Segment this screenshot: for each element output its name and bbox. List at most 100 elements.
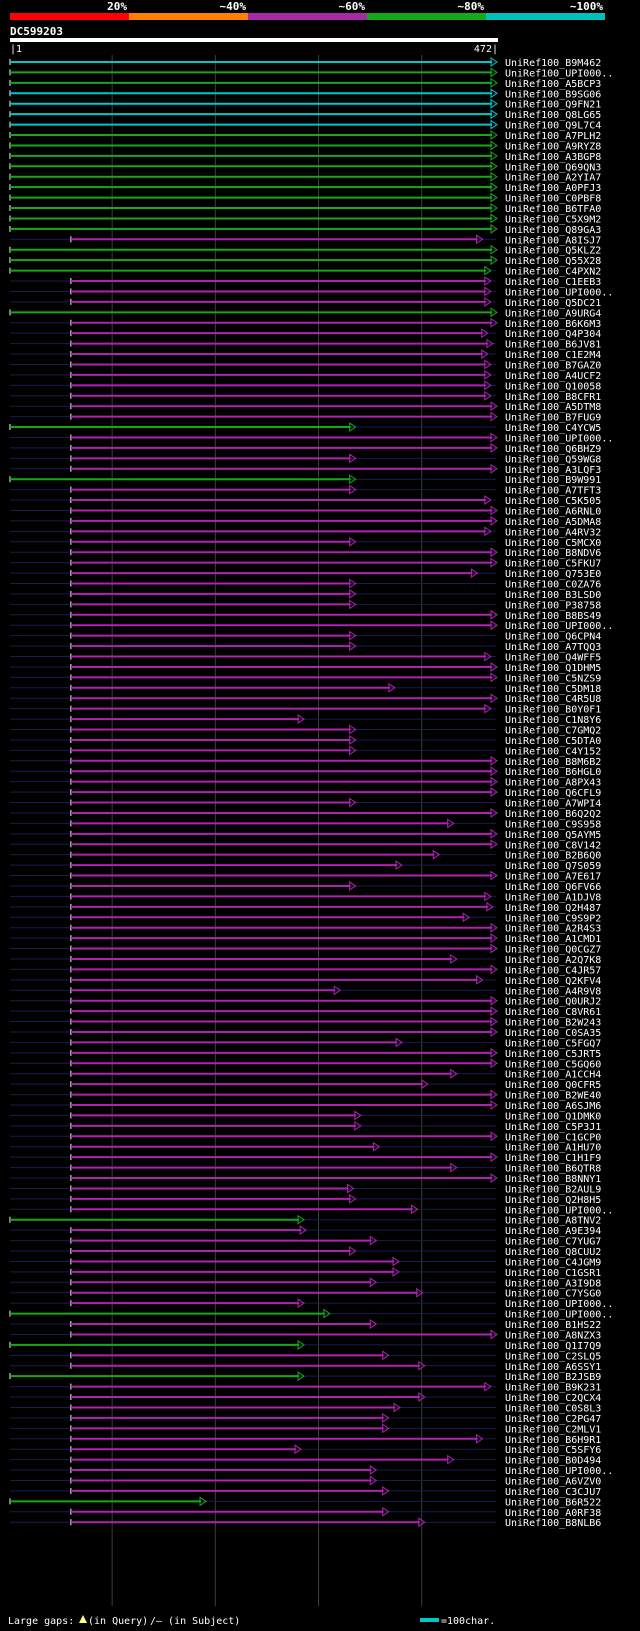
hit-end-arrow <box>490 943 498 954</box>
hit-label: UniRef100_A0PFJ3 <box>505 183 601 194</box>
hit-label: UniRef100_A3BGP8 <box>505 152 601 163</box>
hit-label: UniRef100_C5K505 <box>505 496 601 507</box>
hit-label: UniRef100_Q6CPN4 <box>505 632 601 643</box>
hit-end-arrow <box>490 77 498 88</box>
hit-label: UniRef100_A6SJM6 <box>505 1101 601 1112</box>
hit-label: UniRef100_C8V142 <box>505 840 601 851</box>
hit-end-arrow <box>490 787 498 798</box>
hit-end-arrow <box>490 1047 498 1058</box>
hit-end-arrow <box>476 1433 484 1444</box>
hit-end-arrow <box>486 338 494 349</box>
hit-label: UniRef100_C9S958 <box>505 819 601 830</box>
hit-end-arrow <box>490 557 498 568</box>
hit-label: UniRef100_A7WPI4 <box>505 799 601 810</box>
hit-label: UniRef100_Q6CFL9 <box>505 788 601 799</box>
hit-label: UniRef100_C5P3J1 <box>505 1122 601 1133</box>
hit-end-arrow <box>349 1246 357 1256</box>
hit-label: UniRef100_C5DM18 <box>505 684 601 695</box>
hit-label: UniRef100_C1E2M4 <box>505 350 601 361</box>
hit-end-arrow <box>490 1089 498 1100</box>
hit-label: UniRef100_C4R5U8 <box>505 694 601 705</box>
hit-end-arrow <box>484 703 492 714</box>
hit-label: UniRef100_A5BCP3 <box>505 79 601 90</box>
hit-end-arrow <box>297 714 305 725</box>
hit-label: UniRef100_C7YUG7 <box>505 1237 601 1248</box>
legend-label: ~100% <box>570 0 603 13</box>
hit-label: UniRef100_B6Q2Q2 <box>505 809 601 820</box>
hit-end-arrow <box>349 1193 357 1204</box>
hit-label: UniRef100_UPI000.. <box>505 1205 613 1216</box>
hit-label: UniRef100_C0S8L3 <box>505 1403 601 1414</box>
identity-legend: 20% ~40% ~60% ~80% ~100% <box>10 0 605 20</box>
hit-label: UniRef100_C1N8Y6 <box>505 715 601 726</box>
hit-end-arrow <box>349 630 357 641</box>
hit-label: UniRef100_A3LQF3 <box>505 465 601 476</box>
hit-end-arrow <box>490 609 498 620</box>
hit-label: UniRef100_C1GCP0 <box>505 1132 601 1143</box>
hit-end-arrow <box>490 119 498 130</box>
hit-end-arrow <box>484 286 492 297</box>
hit-label: UniRef100_B6K6M3 <box>505 319 601 330</box>
hit-end-arrow <box>490 620 498 631</box>
hit-end-arrow <box>432 849 441 860</box>
hit-end-arrow <box>450 1068 458 1079</box>
hit-label: UniRef100_C5SFY6 <box>505 1445 601 1456</box>
hit-label: UniRef100_B2JSB9 <box>505 1372 601 1383</box>
hit-label: UniRef100_A7TFT3 <box>505 486 601 497</box>
hit-label: UniRef100_Q1I7Q9 <box>505 1341 601 1352</box>
hit-end-arrow <box>349 484 357 495</box>
hit-end-arrow <box>490 1329 498 1340</box>
hit-label: UniRef100_C5X9M2 <box>505 214 601 225</box>
scale-bar <box>420 1618 439 1622</box>
hit-end-arrow <box>476 974 484 985</box>
hit-end-arrow <box>349 735 357 745</box>
hit-label: UniRef100_C8VR61 <box>505 1007 601 1018</box>
query-title: DC599203 <box>10 25 63 38</box>
hit-label: UniRef100_C4Y152 <box>505 746 601 757</box>
hit-end-arrow <box>347 1183 355 1194</box>
hit-label: UniRef100_C2PG47 <box>505 1414 601 1425</box>
hit-label: UniRef100_C5JRT5 <box>505 1049 601 1060</box>
hit-label: UniRef100_Q4WFF5 <box>505 653 601 664</box>
hit-label: UniRef100_Q0URJ2 <box>505 997 601 1008</box>
hit-end-arrow <box>490 1152 498 1163</box>
hit-end-arrow <box>450 1162 458 1173</box>
hit-end-arrow <box>416 1287 424 1298</box>
hit-end-arrow <box>484 526 492 537</box>
hit-end-arrow <box>484 276 492 286</box>
hit-label: UniRef100_B8M6B2 <box>505 757 601 768</box>
hit-end-arrow <box>484 265 492 276</box>
hit-end-arrow <box>382 1485 390 1496</box>
scale-text: =100char. <box>441 1616 495 1627</box>
hit-label: UniRef100_C5FGQ7 <box>505 1038 601 1049</box>
hit-end-arrow <box>484 390 492 401</box>
hit-label: UniRef100_B2WE40 <box>505 1091 601 1102</box>
hit-label: UniRef100_A2R4S3 <box>505 924 601 935</box>
hit-label: UniRef100_B9SG06 <box>505 89 601 100</box>
hit-label: UniRef100_C1GSR1 <box>505 1268 601 1279</box>
hit-end-arrow <box>354 1120 362 1131</box>
hit-end-arrow <box>369 1235 378 1246</box>
hit-end-arrow <box>481 328 489 339</box>
hit-label: UniRef100_C2MLV1 <box>505 1424 601 1435</box>
hit-end-arrow <box>490 933 498 944</box>
query-ruler <box>10 38 498 42</box>
hit-label: UniRef100_C1H1F9 <box>505 1153 601 1164</box>
hit-end-arrow <box>490 755 498 766</box>
hit-end-arrow <box>388 682 396 693</box>
hit-end-arrow <box>349 422 357 432</box>
hit-end-arrow <box>297 1298 305 1309</box>
hit-label: UniRef100_Q59WG8 <box>505 454 601 465</box>
hit-label: UniRef100_Q10058 <box>505 381 601 392</box>
hit-end-arrow <box>490 307 498 318</box>
hit-end-arrow <box>382 1506 390 1517</box>
hit-label: UniRef100_B0D494 <box>505 1456 601 1467</box>
hit-end-arrow <box>418 1392 426 1402</box>
hit-label: UniRef100_A8PX43 <box>505 778 601 789</box>
hit-label: UniRef100_C2SLQ5 <box>505 1351 601 1362</box>
hit-label: UniRef100_A4RV32 <box>505 527 601 538</box>
hit-end-arrow <box>484 495 492 505</box>
hit-end-arrow <box>297 1371 305 1382</box>
hit-end-arrow <box>462 912 471 923</box>
hit-end-arrow <box>418 1517 426 1528</box>
